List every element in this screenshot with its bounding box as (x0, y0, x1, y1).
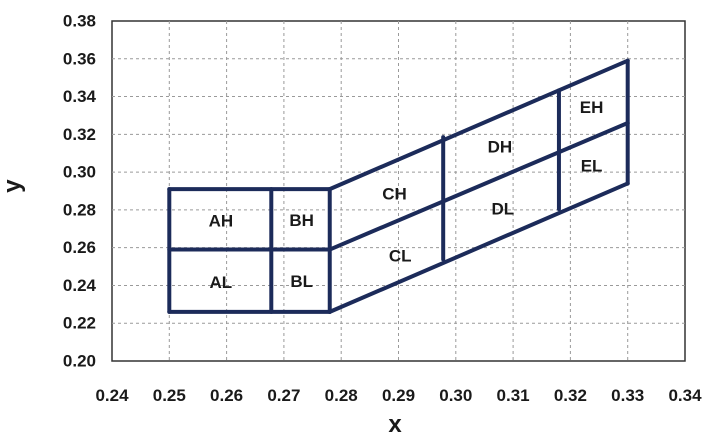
x-tick-label: 0.31 (497, 386, 530, 405)
x-tick-label: 0.25 (153, 386, 186, 405)
y-tick-label: 0.24 (63, 276, 97, 295)
x-tick-label: 0.27 (267, 386, 300, 405)
y-tick-label: 0.34 (63, 87, 97, 106)
region-label-ch: CH (382, 184, 407, 203)
region-label-el: EL (581, 157, 603, 176)
region-labels: AH BH CH DH EH AL BL CL DL EL (209, 98, 604, 292)
x-tick-labels: 0.24 0.25 0.26 0.27 0.28 0.29 0.30 0.31 0.32 0.33… (95, 386, 702, 405)
x-tick-label: 0.30 (439, 386, 472, 405)
region-label-dl: DL (491, 199, 514, 218)
y-tick-labels: 0.20 0.22 0.24 0.26 0.28 0.30 0.32 0.34 0.36 0.38 (63, 12, 97, 371)
y-tick-label: 0.32 (63, 125, 96, 144)
y-tick-label: 0.28 (63, 200, 96, 219)
region-label-bh: BH (289, 211, 314, 230)
x-axis-title: x (388, 411, 402, 434)
y-axis-title: y (0, 179, 26, 193)
region-boundary-line (327, 181, 630, 314)
region-label-al: AL (210, 273, 233, 292)
y-tick-label: 0.20 (63, 352, 96, 371)
x-tick-label: 0.32 (554, 386, 587, 405)
x-tick-label: 0.34 (668, 386, 702, 405)
y-tick-label: 0.36 (63, 49, 96, 68)
x-tick-label: 0.29 (382, 386, 415, 405)
x-tick-label: 0.28 (325, 386, 358, 405)
x-tick-label: 0.26 (210, 386, 243, 405)
y-tick-label: 0.38 (63, 12, 96, 31)
region-boundary-line (327, 58, 630, 192)
x-tick-label: 0.24 (95, 386, 129, 405)
region-boundary-line (327, 121, 630, 252)
region-boundaries (167, 58, 630, 314)
y-tick-label: 0.30 (63, 163, 96, 182)
region-label-cl: CL (389, 247, 412, 266)
x-tick-label: 0.33 (611, 386, 644, 405)
region-label-eh: EH (580, 98, 604, 117)
region-label-ah: AH (209, 212, 234, 231)
region-label-bl: BL (290, 272, 313, 291)
y-tick-label: 0.22 (63, 314, 96, 333)
y-tick-label: 0.26 (63, 238, 96, 257)
region-label-dh: DH (488, 138, 513, 157)
